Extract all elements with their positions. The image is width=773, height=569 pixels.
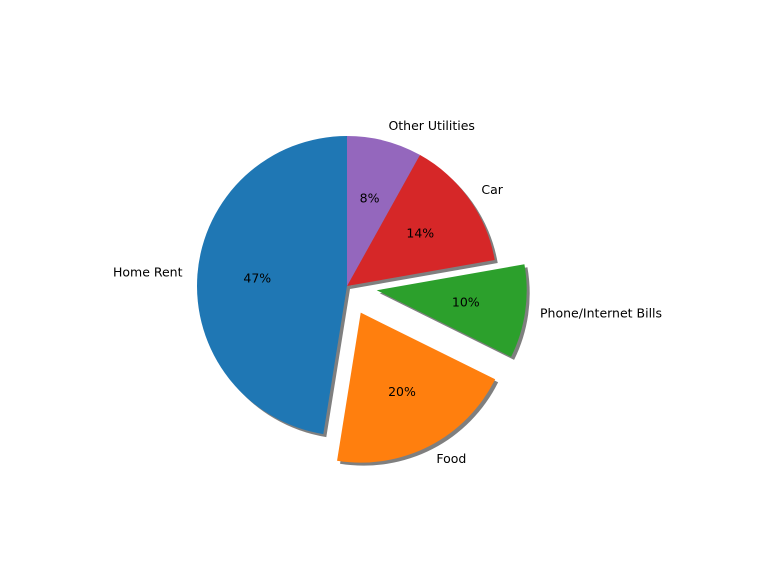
pie-slice-car: [347, 154, 495, 286]
slice-label-home-rent: Home Rent: [113, 264, 183, 279]
slice-label-food: Food: [436, 451, 466, 466]
pie-slice-home-rent: [196, 136, 347, 435]
slice-label-car: Car: [481, 182, 503, 197]
slice-percent-car: 14%: [406, 225, 434, 240]
slice-label-phone-internet-bills: Phone/Internet Bills: [540, 305, 662, 320]
slice-percent-other-utilities: 8%: [360, 190, 380, 205]
slice-percent-phone-internet-bills: 10%: [452, 295, 480, 310]
pie-slice-phone-internet-bills: [376, 264, 527, 357]
pie-slice-other-utilities: [347, 136, 420, 286]
slice-percent-home-rent: 47%: [243, 270, 271, 285]
slice-percent-food: 20%: [388, 384, 416, 399]
slice-wedges: [196, 136, 527, 463]
pie-slice-food: [337, 312, 496, 463]
slice-labels: Home Rent 47% Food 20% Phone/Internet Bills 1…: [113, 118, 662, 466]
slice-label-other-utilities: Other Utilities: [388, 118, 475, 133]
